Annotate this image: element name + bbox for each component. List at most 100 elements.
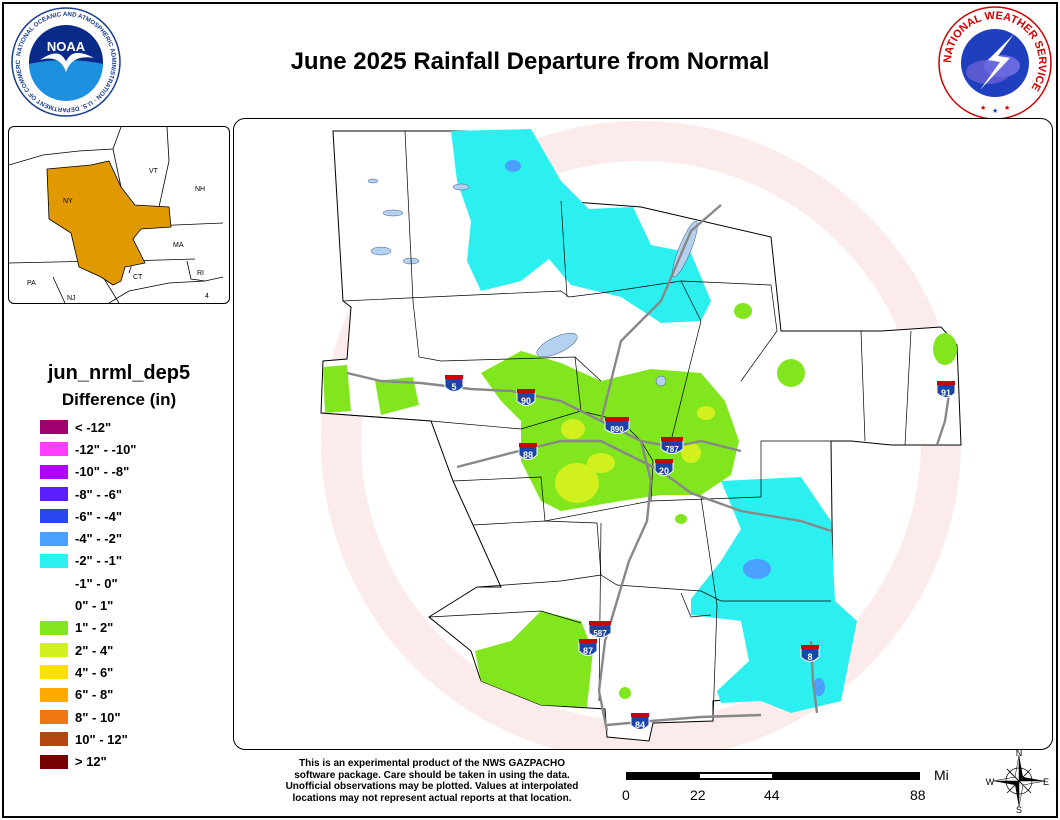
legend-swatch <box>40 665 68 680</box>
svg-text:91: 91 <box>941 388 951 398</box>
compass-n: N <box>1016 748 1023 758</box>
highlight-region <box>46 160 172 286</box>
disclaimer-line: software package. Care should be taken i… <box>294 769 570 781</box>
nws-logo: NATIONAL WEATHER SERVICE ★ ★ ★ <box>938 6 1052 120</box>
inset-label-ri: RI <box>197 270 204 277</box>
inset-label-number: 4 <box>205 293 209 300</box>
inset-label-nj: NJ <box>67 295 76 302</box>
legend-swatch <box>40 509 68 524</box>
scale-unit: Miles <box>934 767 948 783</box>
svg-text:88: 88 <box>523 450 533 460</box>
inset-label-nh: NH <box>195 186 205 193</box>
legend-label: -2" - -1" <box>75 553 122 569</box>
legend-swatch <box>40 487 68 502</box>
legend-item: < -12" <box>40 416 136 438</box>
legend-item: -1" - 0" <box>40 572 136 594</box>
svg-text:8: 8 <box>807 652 812 662</box>
legend-label: -4" - -2" <box>75 531 122 547</box>
legend-item: 4" - 6" <box>40 661 136 683</box>
svg-text:20: 20 <box>659 466 669 476</box>
legend-item: -2" - -1" <box>40 550 136 572</box>
compass-w: W <box>986 777 995 787</box>
legend-label: 2" - 4" <box>75 642 114 658</box>
legend-swatch <box>40 620 68 635</box>
scale-bar: Miles 0 22 44 88 <box>622 767 948 803</box>
interstate-shield-icon: 84 <box>630 713 650 730</box>
interstate-shield-icon: 88 <box>518 443 538 460</box>
legend: < -12" -12" - -10" -10" - -8" -8" - -6" -6" … <box>40 416 136 773</box>
disclaimer: This is an experimental product of the N… <box>262 758 602 804</box>
legend-item: -4" - -2" <box>40 527 136 549</box>
legend-label: 8" - 10" <box>75 709 121 725</box>
legend-label: -12" - -10" <box>75 441 137 457</box>
compass-rose-icon: N S E W <box>986 748 1049 814</box>
legend-label: 6" - 8" <box>75 687 114 703</box>
legend-swatch <box>40 754 68 769</box>
compass-e: E <box>1043 777 1049 787</box>
compass-s: S <box>1016 805 1022 814</box>
scale-tick: 22 <box>690 787 706 803</box>
legend-label: 0" - 1" <box>75 598 114 614</box>
disclaimer-line: This is an experimental product of the N… <box>299 758 565 769</box>
legend-item: 2" - 4" <box>40 639 136 661</box>
scale-tick: 44 <box>764 787 780 803</box>
legend-swatch <box>40 598 68 613</box>
legend-swatch <box>40 464 68 479</box>
inset-label-ny: NY <box>63 198 73 205</box>
svg-text:84: 84 <box>635 720 645 730</box>
svg-text:90: 90 <box>521 396 531 406</box>
page-title: June 2025 Rainfall Departure from Normal <box>290 48 770 75</box>
interstate-shield-icon: 20 <box>654 459 674 476</box>
nws-star-icon: ★ <box>992 107 998 115</box>
inset-label-vt: VT <box>149 168 159 175</box>
legend-item: -6" - -4" <box>40 505 136 527</box>
legend-label: 1" - 2" <box>75 620 114 636</box>
svg-text:890: 890 <box>610 425 624 434</box>
interstate-shield-icon: 87 <box>578 639 598 656</box>
legend-swatch <box>40 732 68 747</box>
disclaimer-line: Unofficial observations may be plotted. … <box>285 781 579 792</box>
legend-item: 1" - 2" <box>40 617 136 639</box>
rainfall-departure-map: 5 90 88 890 787 <box>233 118 1053 750</box>
surplus-areas-yellow-green <box>555 406 715 503</box>
svg-text:787: 787 <box>665 445 679 454</box>
legend-swatch <box>40 710 68 724</box>
legend-item: 8" - 10" <box>40 706 136 728</box>
legend-swatch <box>40 687 68 702</box>
legend-label: -8" - -6" <box>75 486 122 502</box>
legend-subtitle: Difference (in) <box>61 390 177 409</box>
lakes <box>367 178 698 387</box>
svg-text:587: 587 <box>593 629 607 638</box>
interstate-shield-icon: 787 <box>660 437 684 454</box>
deeper-deficit-areas <box>505 160 825 696</box>
nws-star-icon: ★ <box>1004 104 1010 112</box>
legend-item: 6" - 8" <box>40 684 136 706</box>
noaa-label: NOAA <box>47 39 86 54</box>
interstate-shield-icon: 90 <box>516 389 536 406</box>
legend-item: -12" - -10" <box>40 438 136 460</box>
legend-swatch <box>40 442 68 457</box>
legend-label: > 12" <box>75 754 107 770</box>
inset-label-ct: CT <box>133 274 143 281</box>
legend-swatch <box>40 553 68 568</box>
legend-label: 10" - 12" <box>75 731 128 747</box>
legend-item: 10" - 12" <box>40 728 136 750</box>
svg-text:5: 5 <box>451 382 456 392</box>
legend-label: < -12" <box>75 419 112 435</box>
inset-label-pa: PA <box>27 280 36 287</box>
disclaimer-line: locations may not represent actual repor… <box>292 792 572 804</box>
interstate-shield-icon: 587 <box>588 621 612 638</box>
nws-star-icon: ★ <box>980 104 986 112</box>
legend-swatch <box>40 420 68 435</box>
interstate-shield-icon: 5 <box>444 375 464 392</box>
svg-text:87: 87 <box>583 646 593 656</box>
interstate-shield-icon: 8 <box>800 645 820 662</box>
legend-title: jun_nrml_dep5 <box>47 362 191 384</box>
legend-label: -6" - -4" <box>75 508 122 524</box>
legend-item: -10" - -8" <box>40 461 136 483</box>
interstate-shield-icon: 91 <box>936 381 956 398</box>
noaa-logo: NATIONAL OCEANIC AND ATMOSPHERIC ADMINIS… <box>10 6 121 117</box>
interstate-shield-icon: 890 <box>604 417 630 434</box>
legend-swatch <box>40 643 68 658</box>
